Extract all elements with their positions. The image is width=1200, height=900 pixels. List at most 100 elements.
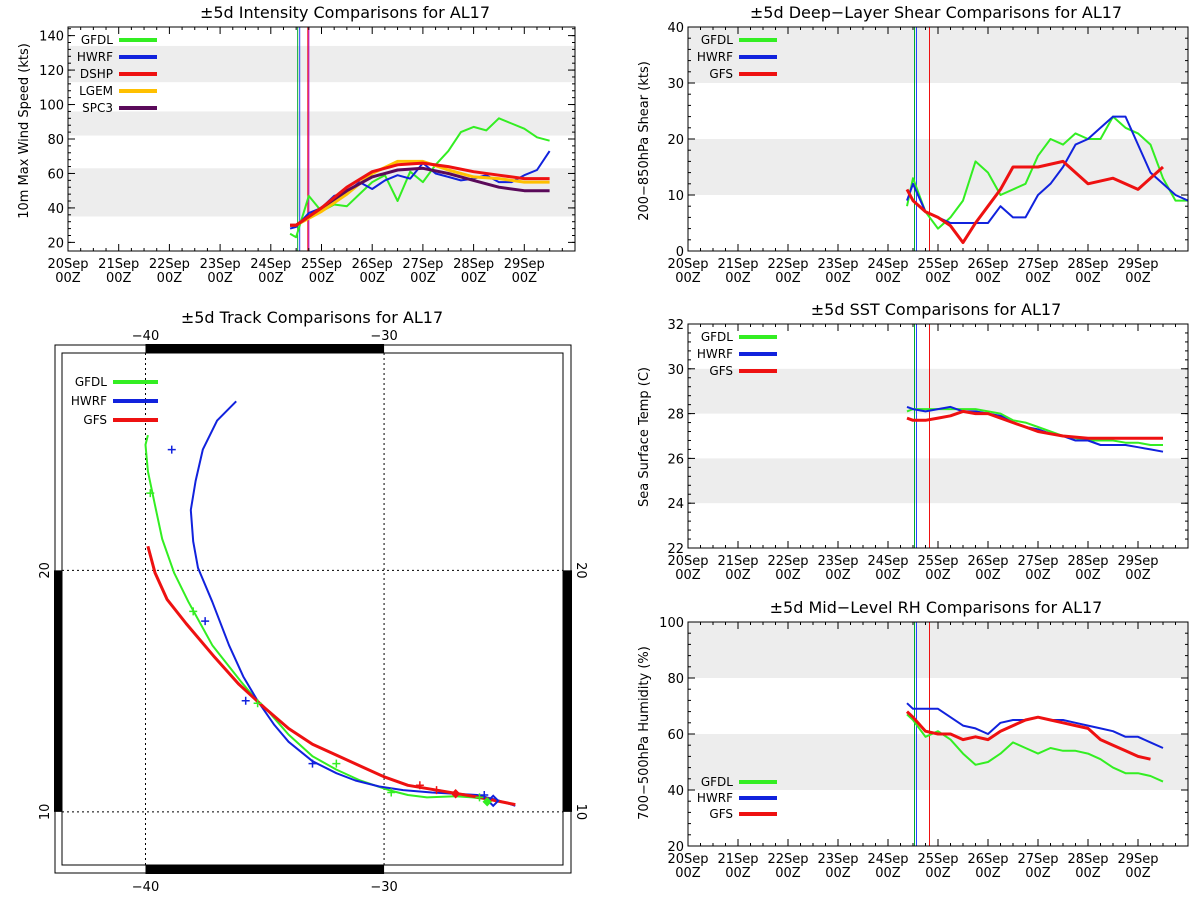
intensity-xtick-day: 28Sep <box>453 257 494 272</box>
intensity-ytick-label: 120 <box>39 64 64 79</box>
shear-xtick-day: 24Sep <box>867 257 908 272</box>
track-lon-label-bottom: −30 <box>370 880 397 895</box>
rh-xtick-day: 24Sep <box>867 852 908 867</box>
track-marker-green <box>387 788 396 797</box>
intensity-legend-label-gfdl: GFDL <box>81 33 113 47</box>
rh-xtick-hour: 00Z <box>1025 866 1051 881</box>
rh-xtick-hour: 00Z <box>925 866 951 881</box>
track-chart: ±5d Track Comparisons for AL17 −40 −40 −30… <box>38 308 588 895</box>
shear-xtick-hour: 00Z <box>975 271 1001 286</box>
track-initial-diamond-gfs <box>450 789 461 799</box>
track-marker-green <box>253 699 262 708</box>
shear-ytick-label: 0 <box>676 245 684 260</box>
track-marker-blue <box>308 759 317 768</box>
rh-xtick-day: 26Sep <box>967 852 1008 867</box>
track-lat-label-right: 20 <box>573 562 588 579</box>
track-lat-label-left: 20 <box>38 562 53 579</box>
sst-xtick-hour: 00Z <box>975 568 1001 583</box>
sst-xtick-day: 21Sep <box>717 554 758 569</box>
track-title: ±5d Track Comparisons for AL17 <box>181 308 443 327</box>
track-line-hwrf <box>189 400 516 807</box>
intensity-xtick-hour: 00Z <box>55 271 81 286</box>
sst-xtick-hour: 00Z <box>775 568 801 583</box>
track-left-scale-bar <box>54 570 62 812</box>
intensity-xtick-day: 20Sep <box>47 257 88 272</box>
sst-xtick-day: 26Sep <box>967 554 1008 569</box>
track-lat-label-left: 10 <box>38 804 53 821</box>
rh-xtick-hour: 00Z <box>1125 866 1151 881</box>
rh-xtick-hour: 00Z <box>825 866 851 881</box>
intensity-xtick-day: 21Sep <box>98 257 139 272</box>
rh-xtick-day: 23Sep <box>817 852 858 867</box>
sst-xtick-day: 25Sep <box>917 554 958 569</box>
intensity-legend-label-dshp: DSHP <box>80 67 113 81</box>
shear-xtick-hour: 00Z <box>1025 271 1051 286</box>
sst-xtick-hour: 00Z <box>1125 568 1151 583</box>
intensity-ytick-label: 140 <box>39 30 64 45</box>
sst-band <box>688 368 1188 414</box>
intensity-xtick-hour: 00Z <box>157 271 183 286</box>
track-outer-border <box>54 344 572 874</box>
sst-xtick-day: 27Sep <box>1017 554 1058 569</box>
shear-xtick-day: 21Sep <box>717 257 758 272</box>
rh-xtick-hour: 00Z <box>875 866 901 881</box>
shear-ytick-label: 30 <box>667 77 684 92</box>
rh-ytick-label: 20 <box>667 840 684 855</box>
rh-xtick-hour: 00Z <box>975 866 1001 881</box>
sst-series <box>906 405 1164 453</box>
intensity-title: ±5d Intensity Comparisons for AL17 <box>200 3 490 22</box>
rh-series <box>905 702 1164 783</box>
intensity-legend-label-lgem: LGEM <box>79 84 113 98</box>
intensity-ylabel: 10m Max Wind Speed (kts) <box>17 43 32 219</box>
sst-ytick-label: 32 <box>667 318 684 333</box>
sst-xtick-hour: 00Z <box>825 568 851 583</box>
sst-xtick-hour: 00Z <box>675 568 701 583</box>
intensity-xtick-hour: 00Z <box>309 271 335 286</box>
sst-xtick-day: 20Sep <box>667 554 708 569</box>
rh-xtick-day: 25Sep <box>917 852 958 867</box>
track-legend-label-gfs: GFS <box>83 413 107 427</box>
shear-ytick-label: 10 <box>667 189 684 204</box>
intensity-legend-label-hwrf: HWRF <box>77 50 113 64</box>
shear-xtick-day: 27Sep <box>1017 257 1058 272</box>
shear-line-hwrf <box>906 115 1188 224</box>
shear-series <box>905 115 1188 245</box>
rh-ylabel: 700−500hPa Humidity (%) <box>637 646 652 820</box>
track-frame <box>61 352 564 866</box>
intensity-xtick-day: 27Sep <box>402 257 443 272</box>
track-marker-green <box>189 607 198 616</box>
intensity-xtick-day: 24Sep <box>250 257 291 272</box>
intensity-xtick-hour: 00Z <box>207 271 233 286</box>
rh-line-gfs <box>905 710 1151 761</box>
shear-legend-label-gfs: GFS <box>709 67 733 81</box>
track-initial-diamond-gfdl <box>482 797 492 807</box>
sst-legend-label-hwrf: HWRF <box>697 347 733 361</box>
sst-xtick-hour: 00Z <box>725 568 751 583</box>
sst-xtick-hour: 00Z <box>1075 568 1101 583</box>
intensity-xtick-hour: 00Z <box>512 271 538 286</box>
track-line-gfdl <box>144 434 492 801</box>
shear-xtick-hour: 00Z <box>1125 271 1151 286</box>
rh-title: ±5d Mid−Level RH Comparisons for AL17 <box>770 598 1103 617</box>
track-marker-red <box>432 786 441 795</box>
track-marker-blue <box>167 445 176 454</box>
rh-xtick-day: 21Sep <box>717 852 758 867</box>
track-marker-green <box>475 793 484 802</box>
shear-legend-label-hwrf: HWRF <box>697 50 733 64</box>
intensity-ytick-label: 100 <box>39 99 64 114</box>
sst-ytick-label: 24 <box>667 497 684 512</box>
sst-line-gfs <box>906 409 1163 440</box>
sst-ytick-label: 28 <box>667 408 684 423</box>
track-legend-label-gfdl: GFDL <box>75 375 107 389</box>
intensity-xtick-day: 22Sep <box>149 257 190 272</box>
rh-legend-label-hwrf: HWRF <box>697 791 733 805</box>
rh-chart: ±5d Mid−Level RH Comparisons for AL17 70… <box>637 598 1189 881</box>
shear-xtick-day: 25Sep <box>917 257 958 272</box>
sst-xtick-day: 23Sep <box>817 554 858 569</box>
intensity-band <box>68 45 575 83</box>
sst-line-gfdl <box>906 408 1163 446</box>
sst-legend-label-gfs: GFS <box>709 364 733 378</box>
shear-xtick-day: 26Sep <box>967 257 1008 272</box>
track-lon-label-top: −30 <box>370 329 397 344</box>
